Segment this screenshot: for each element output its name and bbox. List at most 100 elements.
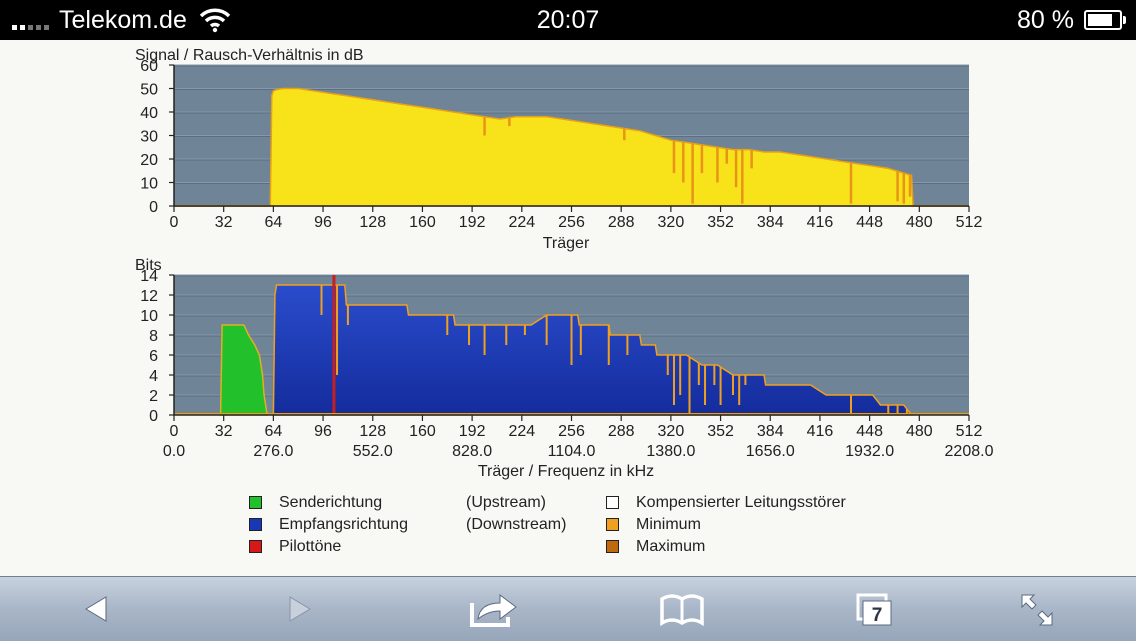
back-arrow-icon <box>85 596 107 622</box>
status-time: 20:07 <box>536 6 600 34</box>
bits-y-tick-label: 0 <box>149 408 158 425</box>
wifi-icon <box>199 8 231 33</box>
bits-y-tick-label: 6 <box>149 348 158 365</box>
snr-x-tick-label: 256 <box>558 214 585 231</box>
battery-percent: 80 % <box>1017 6 1074 34</box>
signal-bar <box>28 25 33 30</box>
battery-level-fill <box>1088 14 1112 26</box>
bits-y-ticks: 0 2 4 6 8 10 12 14 <box>140 268 174 425</box>
battery-area: 80 % <box>1017 4 1126 36</box>
legend-swatch-maximum <box>606 540 619 553</box>
snr-dips <box>174 116 969 207</box>
bits-x-tick-label: 96 <box>314 423 332 440</box>
battery-nub <box>1123 16 1126 24</box>
bits-freq-label: 276.0 <box>253 443 293 460</box>
share-button[interactable] <box>462 587 522 631</box>
snr-x-tick-label: 64 <box>264 214 282 231</box>
legend-swatch-upstream <box>249 496 262 509</box>
signal-bar <box>44 25 49 30</box>
legend-label-upstream: Senderichtung <box>279 494 383 511</box>
snr-y-tick-label: 60 <box>140 58 158 75</box>
bits-freq-label: 1380.0 <box>646 443 695 460</box>
bookmarks-icon <box>660 594 704 627</box>
legend-label-downstream: Empfangsrichtung <box>279 516 408 533</box>
bits-y-tick-label: 12 <box>140 288 158 305</box>
status-bar: Telekom.de 20:07 80 % <box>0 0 1136 40</box>
downstream-series-area <box>272 284 914 416</box>
bits-x-tick-label: 384 <box>757 423 784 440</box>
snr-x-tick-label: 128 <box>359 214 386 231</box>
bits-x-tick-label: 0 <box>170 423 179 440</box>
bits-x-tick-label: 320 <box>658 423 685 440</box>
bits-freq-label: 1656.0 <box>746 443 795 460</box>
bits-freq-label: 1104.0 <box>548 443 596 460</box>
bits-chart-title: Bits <box>135 257 162 274</box>
bits-freq-label: 1932.0 <box>845 443 894 460</box>
bits-x-tick-label: 160 <box>409 423 436 440</box>
bits-freq-label: 0.0 <box>163 443 185 460</box>
bits-x-tick-label: 288 <box>608 423 635 440</box>
bits-y-tick-label: 2 <box>149 388 158 405</box>
snr-x-tick-label: 512 <box>956 214 983 231</box>
upstream-series-area <box>219 324 269 416</box>
tabs-icon: 7 <box>856 593 892 626</box>
signal-bar <box>12 25 17 30</box>
bits-x-tick-label: 32 <box>215 423 233 440</box>
bits-x-tick-label: 448 <box>856 423 883 440</box>
signal-bar <box>20 25 25 30</box>
signal-bar <box>36 25 41 30</box>
bits-x-tick-label: 192 <box>459 423 486 440</box>
legend-direction-downstream: (Downstream) <box>466 516 567 533</box>
bits-x-tick-label: 256 <box>558 423 585 440</box>
snr-x-label: Träger <box>543 235 590 252</box>
bits-x-tick-label: 480 <box>906 423 933 440</box>
bits-y-tick-label: 4 <box>149 368 158 385</box>
legend-label-compensated: Kompensierter Leitungsstörer <box>636 494 846 511</box>
bits-freq-label: 2208.0 <box>945 443 994 460</box>
bits-y-tick-label: 8 <box>149 328 158 345</box>
snr-x-tick-label: 448 <box>856 214 883 231</box>
bits-x-tick-label: 416 <box>807 423 834 440</box>
snr-y-tick-label: 10 <box>140 176 158 193</box>
share-icon <box>470 594 517 627</box>
snr-x-tick-label: 192 <box>459 214 486 231</box>
fullscreen-button[interactable] <box>1006 587 1066 631</box>
snr-y-tick-label: 20 <box>140 152 158 169</box>
tabs-button[interactable]: 7 <box>844 587 904 631</box>
snr-chart-title: Signal / Rausch-Verhältnis in dB <box>135 47 364 64</box>
dsl-charts: Signal / Rausch-Verhältnis in dB 0102030… <box>135 47 994 480</box>
web-page-content: Signal / Rausch-Verhältnis in dB 0 10 20 30… <box>0 40 1136 576</box>
legend-label-pilot: Pilottöne <box>279 538 342 555</box>
bookmarks-button[interactable] <box>652 587 712 631</box>
snr-x-tick-label: 320 <box>658 214 685 231</box>
snr-y-tick-label: 50 <box>140 82 158 99</box>
snr-x-tick-label: 224 <box>508 214 535 231</box>
snr-x-tick-label: 288 <box>608 214 635 231</box>
snr-x-tick-label: 416 <box>807 214 834 231</box>
legend-swatch-compensated <box>606 496 619 509</box>
snr-y-tick-label: 40 <box>140 105 158 122</box>
back-button[interactable] <box>66 587 126 631</box>
bits-x-label: Träger / Frequenz in kHz <box>478 463 654 480</box>
bits-x-tick-label: 512 <box>956 423 983 440</box>
legend-swatch-pilot <box>249 540 262 553</box>
bits-x-ticks: 0 32 64 96 128 160 192 224 256 288 320 352 384 416 448… <box>170 415 983 440</box>
bits-x-tick-label: 64 <box>264 423 282 440</box>
browser-toolbar: 7 <box>0 576 1136 641</box>
snr-x-tick-label: 32 <box>215 214 233 231</box>
snr-x-tick-label: 160 <box>409 214 436 231</box>
forward-button[interactable] <box>270 587 330 631</box>
snr-y-tick-label: 30 <box>140 129 158 146</box>
snr-x-tick-label: 352 <box>707 214 734 231</box>
battery-icon <box>1084 10 1126 30</box>
bits-freq-label: 828.0 <box>452 443 492 460</box>
bits-freq-ticks: 0.0 276.0 552.0 828.0 1104.0 1380.0 1656.0 1932… <box>163 443 994 460</box>
snr-y-ticks: 0 10 20 30 40 50 60 <box>140 58 174 216</box>
snr-x-tick-label: 384 <box>757 214 784 231</box>
legend-swatch-downstream <box>249 518 262 531</box>
snr-y-tick-label: 0 <box>149 199 158 216</box>
snr-x-ticks: 0 32 64 96 128 160 192 224 256 288 320 352 384 416 448… <box>170 206 983 231</box>
tabs-count: 7 <box>872 605 883 626</box>
carrier-area: Telekom.de <box>12 4 231 36</box>
forward-arrow-icon <box>289 596 311 622</box>
